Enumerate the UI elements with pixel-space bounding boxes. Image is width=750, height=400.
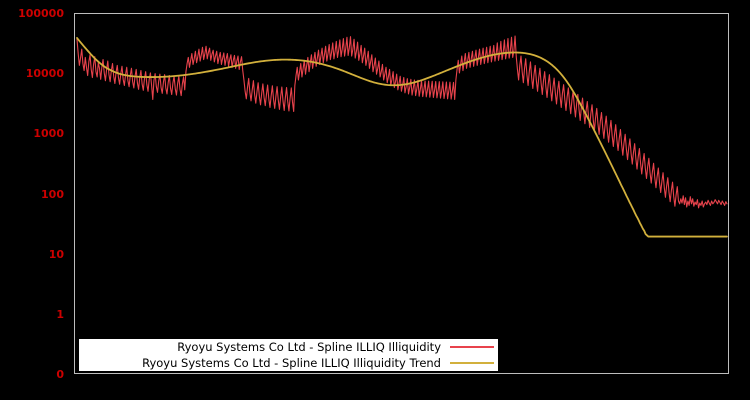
chart-legend: Ryoyu Systems Co Ltd - Spline ILLIQ Illi… — [79, 339, 498, 371]
legend-label: Ryoyu Systems Co Ltd - Spline ILLIQ Illi… — [142, 356, 441, 370]
legend-entry[interactable]: Ryoyu Systems Co Ltd - Spline ILLIQ Illi… — [79, 339, 498, 355]
y-axis-tick-labels: 100000 10000 1000 100 10 1 0 — [0, 0, 68, 400]
legend-entry[interactable]: Ryoyu Systems Co Ltd - Spline ILLIQ Illi… — [79, 355, 498, 371]
series-line-illiquidity-trend — [76, 37, 728, 238]
series-canvas — [76, 35, 728, 238]
y-tick-label: 1 — [56, 307, 64, 321]
series-line-illiquidity — [76, 35, 728, 209]
legend-line-swatch-icon — [450, 346, 494, 348]
y-tick-label: 10 — [48, 247, 64, 261]
legend-label: Ryoyu Systems Co Ltd - Spline ILLIQ Illi… — [177, 340, 441, 354]
y-tick-label: 0 — [56, 368, 64, 382]
legend-line-swatch-icon — [450, 362, 494, 364]
y-tick-label: 100000 — [18, 7, 64, 20]
y-tick-label: 10000 — [25, 67, 64, 81]
plot-area — [74, 13, 729, 374]
y-tick-label: 1000 — [33, 127, 64, 141]
y-tick-label: 100 — [41, 187, 64, 201]
